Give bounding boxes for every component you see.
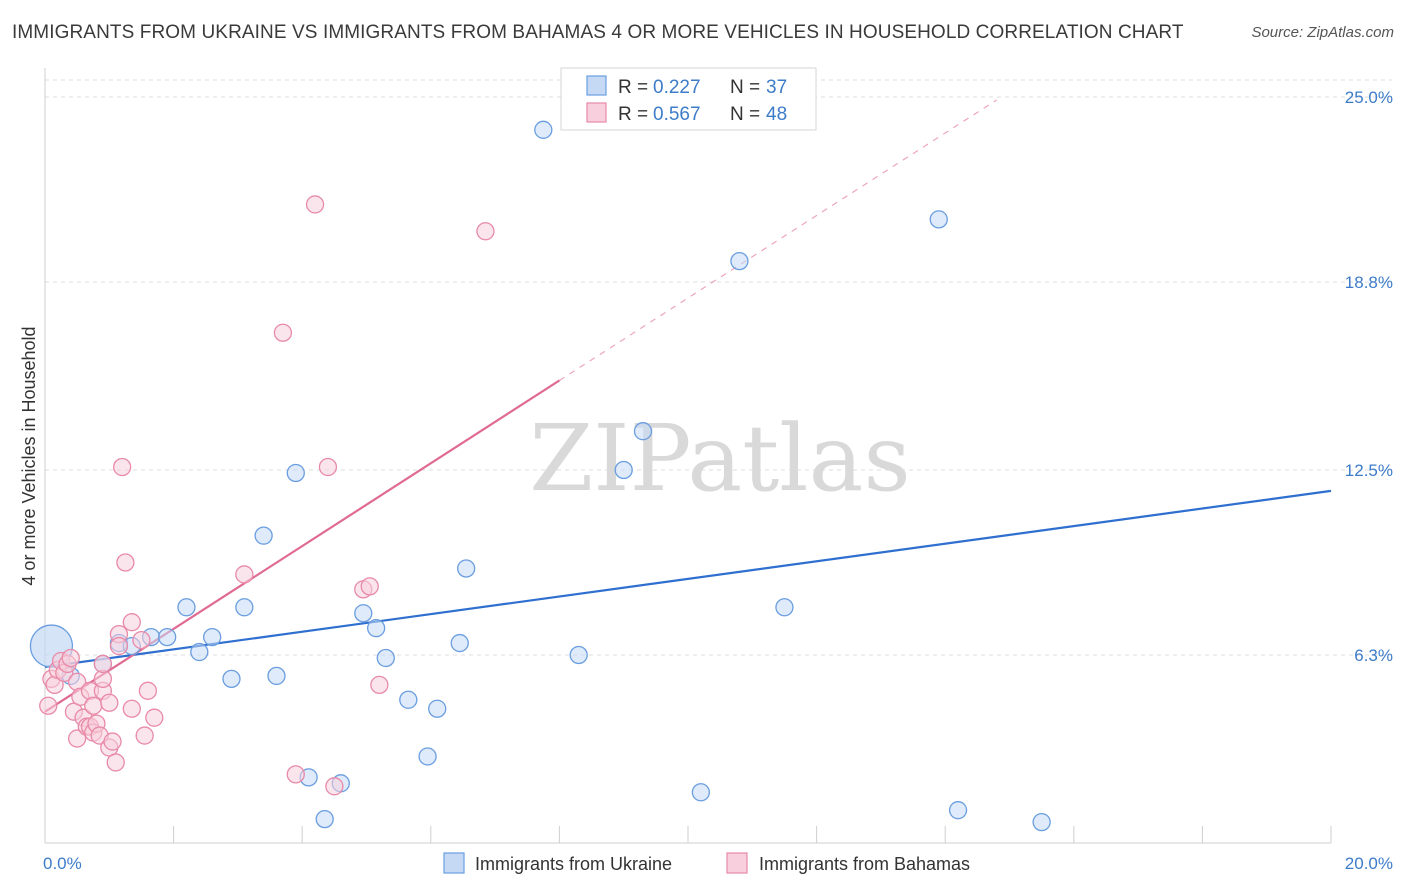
point-bahamas-25 [103,732,122,751]
point-ukraine-13 [267,666,286,686]
legend-n-label-bahamas: N = [730,104,760,125]
point-ukraine-34 [948,801,968,820]
watermark: ZIPatlas [529,405,910,512]
bottom-legend-label-bahamas: Immigrants from Bahamas [759,854,970,874]
top-legend: R = 0.227 N = 37 R = 0.567 N = 48 [560,67,817,131]
point-ukraine-20 [376,648,395,668]
bottom-legend-swatch-bahamas [726,852,748,874]
point-bahamas-7 [61,648,80,668]
point-bahamas-45 [370,675,389,694]
point-bahamas-26 [106,753,125,772]
point-ukraine-7 [177,598,196,617]
point-bahamas-29 [113,457,132,477]
chart-source: Source: ZipAtlas.com [1251,24,1394,41]
point-ukraine-21 [399,690,418,709]
point-ukraine-25 [457,559,476,578]
point-ukraine-9 [203,627,222,647]
point-bahamas-24 [100,693,119,712]
point-bahamas-32 [122,613,141,632]
point-bahamas-41 [318,457,338,477]
point-bahamas-37 [235,565,254,584]
legend-n-label-ukraine: N = [730,77,760,98]
point-ukraine-6 [158,627,177,647]
point-bahamas-16 [84,696,103,715]
point-bahamas-46 [476,222,495,241]
point-bahamas-30 [116,553,135,572]
point-ukraine-11 [235,598,254,617]
point-bahamas-38 [273,323,293,342]
point-ukraine-30 [691,783,711,802]
point-bahamas-28 [109,636,129,656]
point-bahamas-31 [122,699,141,718]
y-tick-labels: 6.3% 12.5% 18.8% 25.0% [1345,88,1393,665]
point-ukraine-35 [1032,812,1051,832]
chart-title: IMMIGRANTS FROM UKRAINE VS IMMIGRANTS FR… [12,22,1184,43]
point-bahamas-33 [132,630,151,650]
legend-n-value-bahamas: 48 [766,104,787,125]
legend-r-label-ukraine: R = [618,77,648,98]
y-axis-title: 4 or more Vehicles in Household [19,326,39,585]
y-tick-label-2: 18.8% [1345,273,1393,292]
y-tick-label-0: 6.3% [1354,646,1393,665]
point-ukraine-23 [428,699,447,718]
point-ukraine-10 [222,669,241,689]
x-tick-label-max: 20.0% [1345,854,1393,873]
y-tick-label-1: 12.5% [1345,461,1393,480]
point-ukraine-19 [366,619,386,638]
point-ukraine-8 [190,642,209,662]
point-ukraine-32 [775,598,794,617]
trend-lines [44,99,1332,713]
point-ukraine-33 [929,210,948,229]
point-ukraine-22 [418,747,437,766]
bottom-legend-swatch-ukraine [443,852,465,874]
point-bahamas-36 [145,708,164,727]
y-tick-label-3: 25.0% [1345,88,1393,107]
point-bahamas-42 [325,777,344,796]
legend-n-value-ukraine: 37 [766,77,787,98]
point-bahamas-22 [93,654,113,674]
point-bahamas-40 [305,195,325,214]
x-tick-label-min: 0.0% [43,854,82,873]
point-bahamas-10 [68,729,87,748]
trend-line-0 [44,489,1332,669]
bottom-legend-label-ukraine: Immigrants from Ukraine [475,854,672,874]
point-ukraine-24 [450,633,469,653]
point-ukraine-27 [569,645,588,665]
trend-line-extension-1 [559,99,997,381]
point-ukraine-26 [534,120,553,139]
data-points [29,120,1051,832]
point-bahamas-0 [39,696,58,715]
point-ukraine-14 [286,463,305,483]
legend-swatch-bahamas [586,102,607,123]
point-bahamas-35 [138,681,158,700]
point-bahamas-44 [360,577,379,596]
axes [44,826,1332,844]
legend-r-label-bahamas: R = [618,104,648,125]
point-ukraine-29 [633,422,653,441]
point-bahamas-39 [286,765,305,784]
legend-swatch-ukraine [586,75,607,96]
point-bahamas-34 [135,726,154,745]
bottom-legend: Immigrants from Ukraine Immigrants from … [443,852,970,874]
legend-r-value-bahamas: 0.567 [653,104,701,125]
point-ukraine-31 [730,251,749,271]
point-ukraine-12 [254,526,273,545]
point-ukraine-16 [315,809,334,829]
trend-line-1 [44,379,560,713]
legend-r-value-ukraine: 0.227 [653,77,701,98]
point-ukraine-28 [614,460,633,480]
point-ukraine-18 [354,604,373,623]
